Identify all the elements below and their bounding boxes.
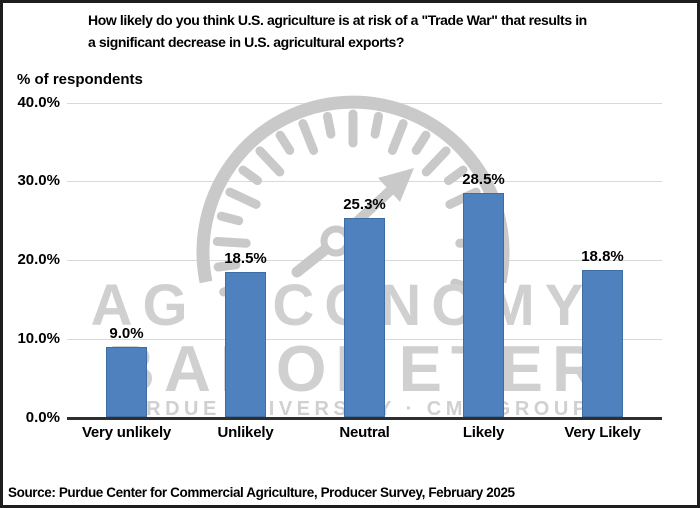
x-axis-category-label: Likely [462,424,505,441]
x-axis-category-label: Very unlikely [81,424,172,441]
gridline [67,102,662,104]
bar-value-label: 28.5% [462,171,505,189]
chart-title-line1: How likely do you think U.S. agriculture… [88,12,587,28]
y-axis-title: % of respondents [17,71,143,88]
bar-neutral [344,218,385,418]
y-axis-tick-label: 40.0% [17,93,60,111]
bar-value-label: 18.8% [581,247,624,265]
x-axis-category-label: Very Likely [564,424,641,441]
bar-very-likely [582,269,623,418]
x-axis-line [67,416,662,420]
chart-title-line2: a significant decrease in U.S. agricultu… [88,34,405,50]
x-axis-category-label: Neutral [339,424,390,441]
gridline [67,181,662,183]
bar-value-label: 9.0% [109,324,144,342]
bar-value-label: 18.5% [224,249,267,267]
y-axis-tick-label: 20.0% [17,251,60,269]
x-axis-category-label: Unlikely [217,424,274,441]
chart-title: How likely do you think U.S. agriculture… [88,9,587,53]
bar-unlikely [225,271,266,418]
y-axis-tick-label: 10.0% [17,329,60,347]
y-axis-tick-label: 30.0% [17,172,60,190]
bar-value-label: 25.3% [343,196,386,214]
bar-very-unlikely [106,346,147,418]
bar-likely [463,193,504,418]
y-axis-tick-label: 0.0% [25,408,60,426]
source-note: Source: Purdue Center for Commercial Agr… [8,485,515,500]
